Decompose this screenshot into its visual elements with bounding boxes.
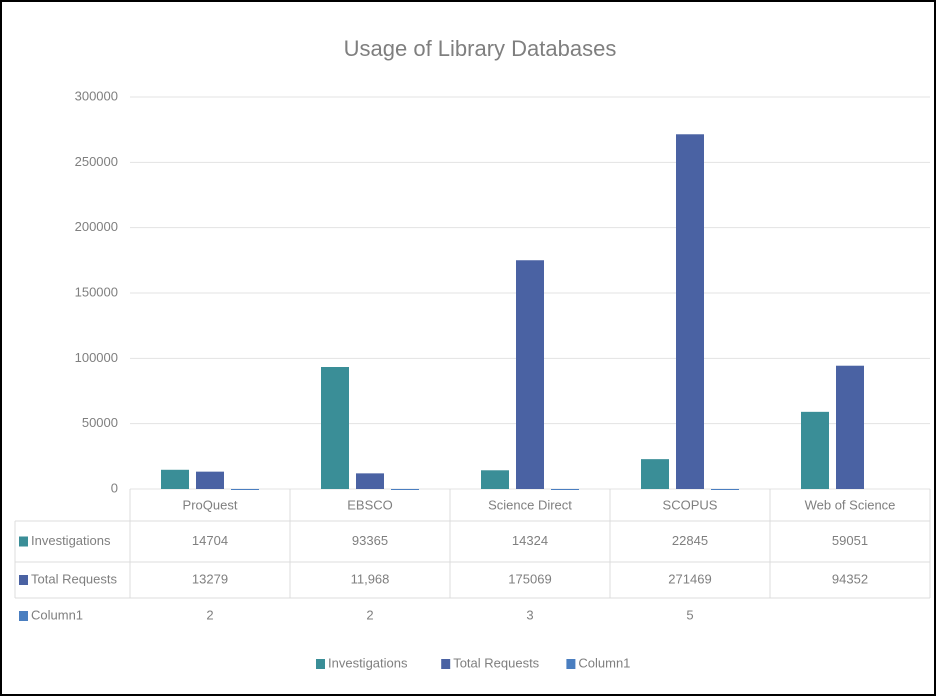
- table-row-label: Total Requests: [31, 571, 117, 586]
- table-cell: 175069: [508, 571, 551, 586]
- legend-key: [566, 659, 576, 669]
- table-cell: 11,968: [351, 571, 390, 586]
- table-cell: 14704: [192, 533, 228, 548]
- bar: [641, 459, 669, 489]
- legend-label: Column1: [578, 655, 630, 670]
- table-cell: 3: [526, 607, 533, 622]
- bar: [516, 260, 544, 489]
- table-cell: 5: [686, 607, 693, 622]
- bar: [711, 488, 739, 490]
- bar: [231, 488, 259, 490]
- x-tick-label: EBSCO: [347, 497, 393, 512]
- table-cell: 2: [366, 607, 373, 622]
- bar: [481, 470, 509, 489]
- table-cell: 2: [206, 607, 213, 622]
- legend-key: [441, 659, 451, 669]
- table-legend-key: [19, 536, 28, 547]
- bar: [356, 473, 384, 489]
- table-row-label: Investigations: [31, 533, 111, 548]
- y-tick-label: 250000: [75, 154, 118, 169]
- table-cell: 22845: [672, 533, 708, 548]
- bar: [391, 488, 419, 490]
- table-legend-key: [19, 611, 28, 621]
- x-tick-label: SCOPUS: [663, 497, 718, 512]
- x-tick-label: ProQuest: [183, 497, 238, 512]
- bar: [196, 471, 224, 489]
- bar: [836, 365, 864, 489]
- table-cell: 59051: [832, 533, 868, 548]
- y-tick-label: 50000: [82, 415, 118, 430]
- table-row-label: Column1: [31, 607, 83, 622]
- chart-title: Usage of Library Databases: [344, 36, 617, 61]
- bar: [551, 488, 579, 490]
- table-cell: 14324: [512, 533, 548, 548]
- bar: [801, 411, 829, 489]
- y-tick-label: 200000: [75, 219, 118, 234]
- table-cell: 94352: [832, 571, 868, 586]
- x-tick-label: Web of Science: [805, 497, 896, 512]
- legend-key: [316, 659, 325, 669]
- x-tick-label: Science Direct: [488, 497, 572, 512]
- table-legend-key: [19, 575, 28, 585]
- bar: [321, 367, 349, 489]
- legend-label: Total Requests: [453, 655, 539, 670]
- y-tick-label: 150000: [75, 284, 118, 299]
- table-cell: 93365: [352, 533, 388, 548]
- legend-label: Investigations: [328, 655, 408, 670]
- y-tick-label: 100000: [75, 350, 118, 365]
- table-cell: 271469: [668, 571, 711, 586]
- y-tick-label: 300000: [75, 88, 118, 103]
- y-tick-label: 0: [111, 480, 118, 495]
- bar: [161, 469, 189, 489]
- table-cell: 13279: [192, 571, 228, 586]
- bar: [676, 134, 704, 489]
